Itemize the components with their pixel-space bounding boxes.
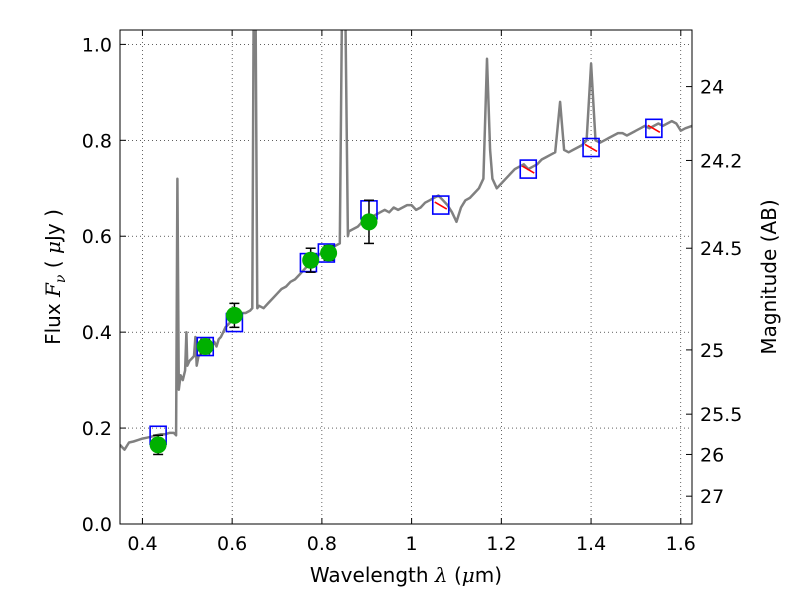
y-tick-label: 0.6 [82,226,112,248]
observed-photometry-point [320,244,338,262]
x-tick-label: 0.8 [307,533,337,555]
y-tick-label: 0.2 [82,418,112,440]
x-tick-label: 1.6 [666,533,696,555]
model-photometry-square [582,137,600,158]
x-tick-label: 1.2 [486,533,516,555]
y-tick-label: 0.4 [82,322,112,344]
right-tick-label: 24.5 [700,238,742,260]
y-tick-label: 1.0 [82,34,112,56]
observed-photometry-point [302,251,320,269]
observed-photometry-point [149,436,167,454]
right-tick-label: 27 [700,486,724,508]
observed-photometry-point [360,213,378,231]
x-tick-label: 0.6 [217,533,247,555]
plot-background [120,30,692,524]
x-tick-label: 1.4 [576,533,606,555]
model-photometry-square [431,195,450,215]
observed-band-segment [521,165,535,174]
x-tick-label: 1 [406,533,418,555]
right-tick-label: 25 [700,340,724,362]
observed-band-segment [434,201,448,210]
y-axis-right-label: Magnitude (AB) [757,199,781,354]
model-photometry-square [645,118,663,139]
observed-band-segment [584,143,598,153]
observed-photometry-point [196,338,214,356]
y-tick-label: 0.0 [82,514,112,536]
x-tick-label: 0.4 [127,533,157,555]
ticks: 0.4 0.6 0.8 1 1.2 1.4 1.6 0.0 0.2 0.4 0.6 0.8 1.0 24 2… [82,30,742,555]
observed-photometry-point [225,306,243,324]
y-tick-label: 0.8 [82,130,112,152]
data-layer [120,30,692,456]
x-axis-label: Wavelength λ (μm) [310,563,502,587]
model-photometry-square [519,159,538,179]
y-axis-label: Flux Fν ( μJy ) [41,209,69,345]
observed-band-segment [647,124,661,133]
plot-frame [119,29,693,525]
right-tick-label: 24 [700,77,724,99]
right-tick-label: 25.5 [700,404,742,426]
right-tick-label: 24.2 [700,150,742,172]
right-tick-label: 26 [700,444,724,466]
spectrum-line [120,30,692,451]
